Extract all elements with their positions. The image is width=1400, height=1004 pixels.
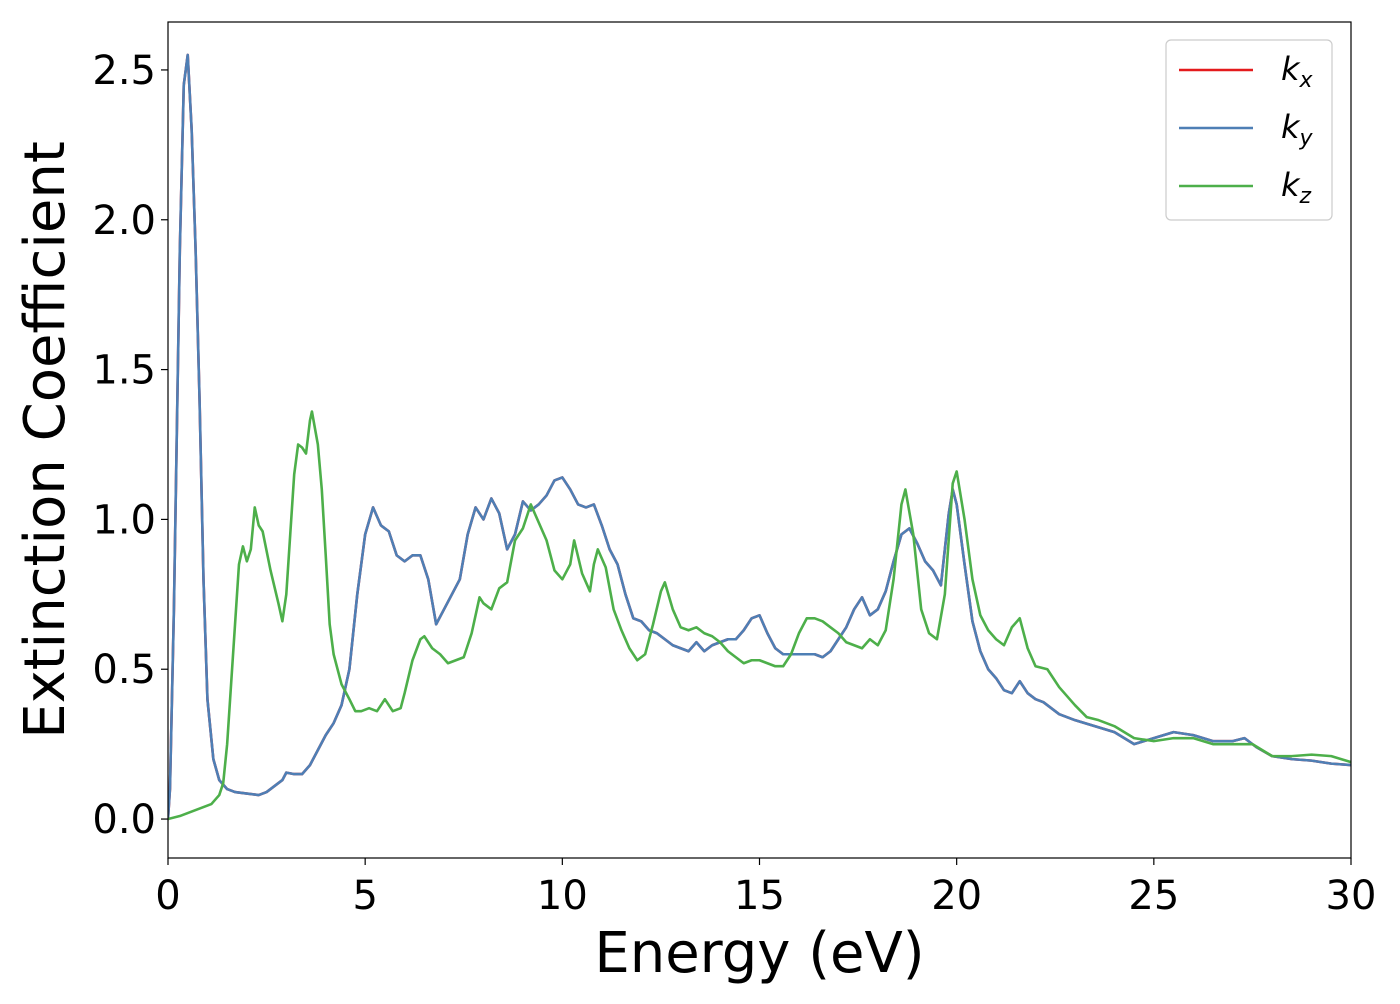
y-tick-label: 2.5 (92, 48, 156, 94)
x-tick-label: 20 (931, 873, 982, 919)
series-layer (168, 53, 1351, 821)
x-tick-label: 10 (537, 873, 588, 919)
y-axis-title: Extinction Coefficient (13, 141, 78, 739)
legend-label-kx: kx (1281, 50, 1314, 93)
y-tick-label: 2.0 (92, 198, 156, 244)
y-axis: 0.0 0.5 1.0 1.5 2.0 2.5 (92, 48, 168, 843)
legend-label-kz: kz (1281, 166, 1312, 209)
y-tick-label: 0.0 (92, 797, 156, 843)
y-tick-label: 1.5 (92, 348, 156, 394)
x-tick-label: 25 (1128, 873, 1179, 919)
x-tick-label: 0 (155, 873, 180, 919)
legend: kx ky kz (1165, 39, 1333, 221)
y-tick-label: 0.5 (92, 647, 156, 693)
x-axis: 0 5 10 15 20 25 30 (155, 858, 1376, 919)
x-tick-label: 15 (734, 873, 785, 919)
legend-label-ky: ky (1281, 108, 1314, 151)
series-line-ky (168, 53, 1351, 821)
y-tick-label: 1.0 (92, 497, 156, 543)
x-tick-label: 5 (352, 873, 377, 919)
x-tick-label: 30 (1326, 873, 1377, 919)
series-line-kz (168, 410, 1351, 821)
x-axis-title: Energy (eV) (594, 921, 924, 986)
legend-box (1165, 39, 1333, 221)
